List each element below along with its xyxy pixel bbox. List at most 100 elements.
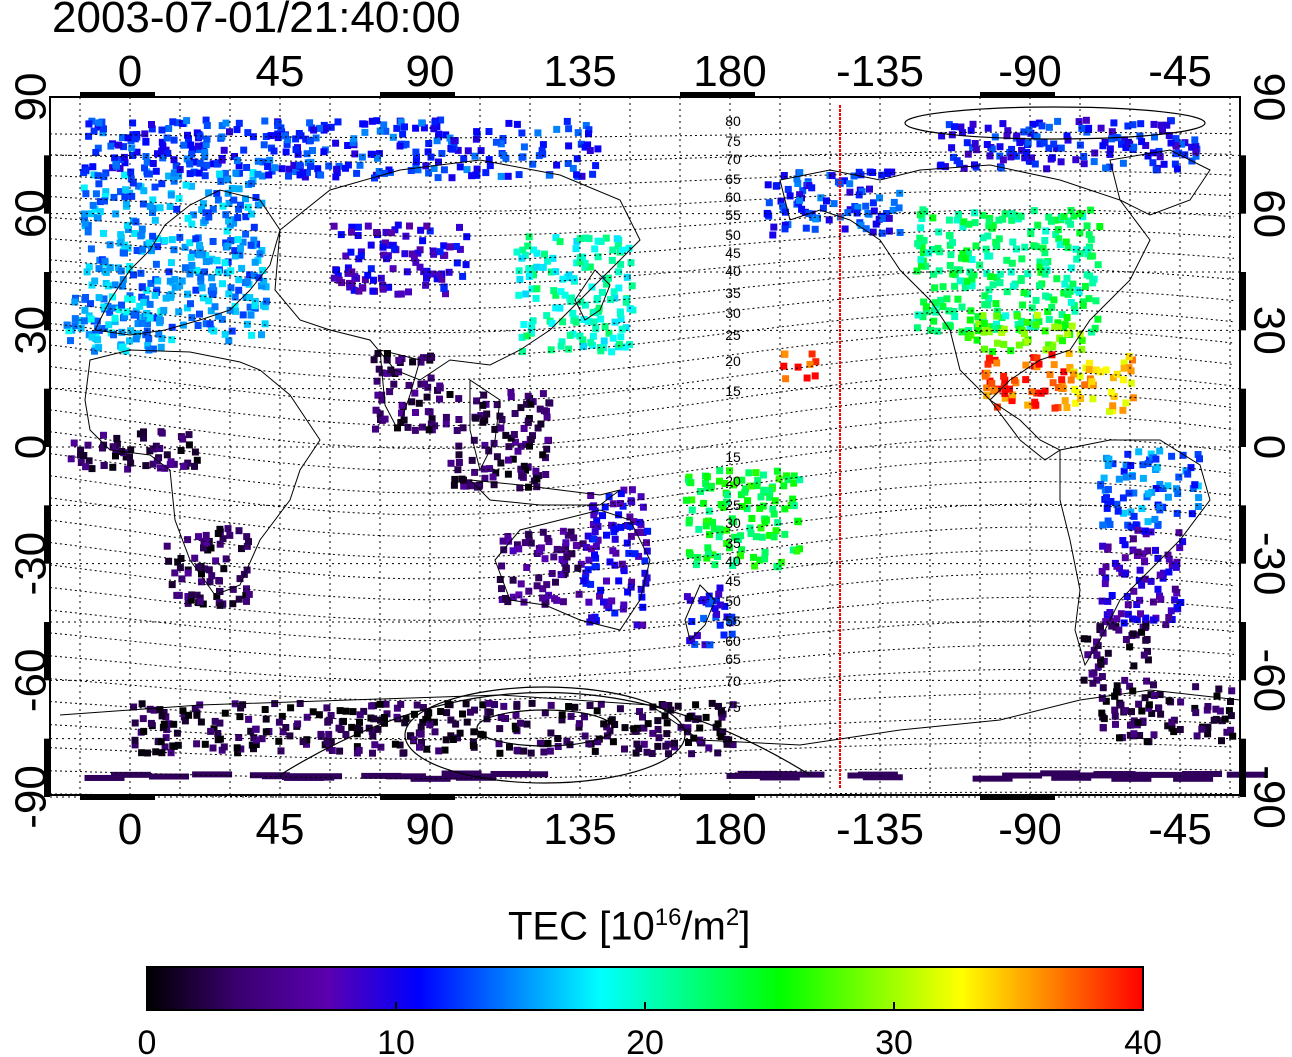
coastline-4 [469, 379, 501, 472]
tec-dot [411, 426, 419, 434]
tec-dot [299, 738, 307, 746]
tec-dot [561, 291, 569, 299]
tec-dot [230, 216, 238, 224]
tec-dot [1227, 698, 1234, 705]
tec-dot [369, 287, 377, 295]
tec-dot [162, 294, 170, 302]
tec-dot [745, 469, 753, 477]
tec-dot [1154, 585, 1162, 593]
tec-dot [544, 437, 552, 445]
tec-dot [93, 213, 101, 221]
tec-dot [216, 540, 224, 548]
tec-dot [527, 328, 535, 336]
tec-dot [158, 712, 166, 720]
tec-dot [224, 189, 232, 197]
tec-dot [654, 742, 662, 750]
tec-dot [204, 546, 212, 554]
tec-dot [374, 154, 381, 162]
tec-dot [149, 345, 157, 353]
tec-dot [374, 350, 382, 357]
tec-dot [332, 173, 340, 181]
tec-dot [539, 263, 547, 271]
tec-dot [216, 735, 224, 743]
tec-dot [1009, 282, 1017, 290]
tec-dot [1164, 551, 1172, 559]
tec-dot [615, 268, 623, 276]
tec-dot [383, 710, 391, 718]
tec-dot [1000, 325, 1008, 333]
tec-dot [500, 152, 508, 159]
tec-dot [996, 270, 1004, 278]
tec-dot [1124, 450, 1132, 458]
tec-dot [1033, 133, 1041, 141]
tec-dot [1054, 384, 1062, 392]
tec-dot [769, 505, 777, 513]
tec-dot [192, 771, 233, 778]
tec-dot [200, 544, 207, 552]
tec-dot [182, 181, 190, 189]
tec-dot [1129, 546, 1137, 554]
tec-dot [959, 250, 967, 257]
tec-dot [1001, 376, 1009, 384]
tec-dot [1015, 341, 1023, 349]
tec-dot [175, 172, 183, 180]
tec-dot [983, 392, 991, 400]
tec-dot [303, 150, 311, 158]
tec-cluster-mexico-central [981, 351, 1069, 412]
tec-dot [621, 343, 629, 351]
tec-dot [579, 336, 587, 344]
tec-dot [594, 253, 602, 261]
tec-dot [348, 723, 356, 731]
tec-dot [883, 210, 890, 217]
tec-dot [165, 557, 173, 565]
tec-dot [1152, 546, 1159, 554]
tec-dot [216, 577, 223, 585]
maglat-label: 40 [725, 553, 741, 569]
tec-dot [1216, 707, 1224, 715]
tec-dot [112, 210, 120, 218]
tec-dot [211, 303, 219, 311]
tec-cluster-south-africa [163, 525, 253, 609]
tec-dot [946, 262, 954, 269]
tec-dot [1115, 475, 1123, 483]
tec-dot [158, 335, 166, 342]
tec-dot [375, 168, 383, 175]
tec-dot [435, 747, 443, 755]
tec-dot [622, 324, 630, 332]
tec-dot [997, 164, 1005, 172]
tec-dot [221, 169, 229, 177]
tec-dot [714, 720, 722, 728]
tec-dot [216, 170, 224, 178]
frame-bar-right [1240, 272, 1246, 331]
tec-dot [1113, 615, 1121, 623]
tec-dot [353, 743, 361, 751]
tec-dot [569, 164, 577, 172]
tec-dot [999, 215, 1007, 223]
tec-dot [1077, 395, 1085, 402]
tec-dot [354, 232, 362, 239]
tec-dot [1120, 619, 1128, 627]
tec-dot [956, 277, 964, 285]
tec-dot [431, 728, 439, 736]
tec-dot [67, 455, 75, 463]
tec-dot [760, 471, 767, 479]
tec-dot [145, 239, 153, 247]
tec-dot [514, 447, 522, 455]
tec-dot [208, 572, 216, 580]
tec-dot [368, 117, 376, 125]
tec-dot [1060, 289, 1068, 297]
tec-dot [242, 195, 249, 203]
tec-dot [235, 185, 243, 193]
tec-dot [207, 307, 215, 315]
tec-dot [94, 336, 101, 344]
tec-dot [1109, 402, 1117, 410]
tec-dot [770, 533, 778, 541]
tec-dot [417, 380, 425, 388]
tec-dot [575, 720, 583, 728]
tec-dot [723, 491, 731, 499]
tec-dot [716, 621, 724, 629]
tec-dot [1179, 538, 1187, 546]
tec-dot [188, 591, 196, 599]
tec-dot [252, 741, 260, 748]
tec-dot [107, 142, 115, 150]
